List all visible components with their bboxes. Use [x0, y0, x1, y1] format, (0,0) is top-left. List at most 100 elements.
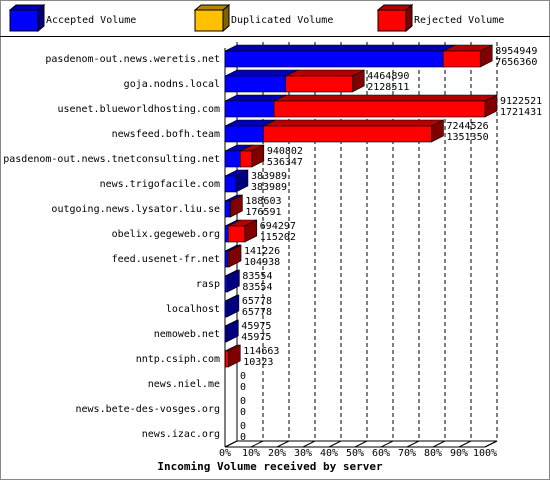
accepted-label: 83554: [242, 282, 272, 293]
tick-mark: [328, 440, 342, 448]
bar: [285, 75, 353, 93]
bar: [224, 125, 264, 143]
legend-swatch: [9, 9, 39, 32]
total-label: 7244526: [446, 121, 488, 132]
legend-swatch-side: [405, 3, 413, 33]
x-tick-label: 70%: [398, 448, 416, 459]
accepted-label: 65778: [242, 307, 272, 318]
bar: [224, 350, 229, 368]
bar: [224, 250, 229, 268]
bar: [224, 150, 241, 168]
total-label: 9122521: [500, 96, 542, 107]
total-label: 141226: [244, 246, 280, 257]
y-tick-label: localhost: [166, 304, 220, 315]
x-tick-label: 60%: [372, 448, 390, 459]
legend-swatch: [377, 9, 407, 32]
bar: [224, 175, 237, 193]
tick-mark: [380, 440, 394, 448]
y-tick-label: news.bete-des-vosges.org: [76, 404, 221, 415]
tick-mark: [484, 440, 498, 448]
legend-label: Rejected Volume: [414, 15, 504, 26]
accepted-label: 1351350: [446, 132, 488, 143]
accepted-label: 536347: [267, 157, 303, 168]
total-label: 4464890: [367, 71, 409, 82]
total-label: 45975: [241, 321, 271, 332]
y-tick-label: outgoing.news.lysator.liu.se: [51, 204, 220, 215]
y-tick-label: news.niel.me: [148, 379, 220, 390]
y-tick-label: feed.usenet-fr.net: [112, 254, 220, 265]
x-tick-label: 50%: [346, 448, 364, 459]
y-tick-label: obelix.gegeweb.org: [112, 229, 220, 240]
y-tick-label: newsfeed.bofh.team: [112, 129, 220, 140]
bar: [442, 50, 481, 68]
legend-label: Duplicated Volume: [231, 15, 333, 26]
accepted-label: 1721431: [500, 107, 542, 118]
bar-top: [263, 119, 444, 127]
bar: [224, 325, 227, 343]
x-axis-title: Incoming Volume received by server: [157, 460, 383, 473]
bar: [263, 125, 432, 143]
x-tick-label: 20%: [268, 448, 286, 459]
bar: [224, 300, 228, 318]
accepted-label: 0: [240, 432, 246, 443]
bar: [224, 275, 228, 293]
accepted-label: 176591: [245, 207, 281, 218]
total-label: 383989: [251, 171, 287, 182]
legend-swatch-side: [222, 3, 230, 33]
bar-top: [224, 69, 298, 77]
tick-mark: [432, 440, 446, 448]
x-tick-label: 0%: [219, 448, 231, 459]
total-label: 940802: [267, 146, 303, 157]
bar-top: [273, 94, 498, 102]
accepted-label: 383989: [251, 182, 287, 193]
bar: [239, 150, 253, 168]
bar: [227, 250, 230, 268]
tick-mark: [302, 440, 316, 448]
y-tick-label: news.trigofacile.com: [100, 179, 220, 190]
total-label: 114663: [243, 346, 279, 357]
legend-label: Accepted Volume: [46, 15, 136, 26]
tick-mark: [354, 440, 368, 448]
y-tick-label: pasdenom-out.news.weretis.net: [45, 54, 220, 65]
bar-top: [285, 69, 365, 77]
bar: [227, 225, 246, 243]
total-label: 65778: [242, 296, 272, 307]
y-tick-label: nntp.csiph.com: [136, 354, 220, 365]
accepted-label: 7656360: [495, 57, 537, 68]
y-tick-label: goja.nodns.local: [124, 79, 220, 90]
total-label: 694297: [260, 221, 296, 232]
tick-mark: [406, 440, 420, 448]
total-label: 83554: [242, 271, 272, 282]
accepted-label: 45975: [241, 332, 271, 343]
x-tick-label: 10%: [242, 448, 260, 459]
y-tick-label: nemoweb.net: [154, 329, 220, 340]
bar: [224, 75, 286, 93]
accepted-label: 115202: [260, 232, 296, 243]
bar: [224, 50, 444, 68]
accepted-label: 104938: [244, 257, 280, 268]
tick-mark: [224, 440, 238, 448]
accepted-label: 0: [240, 407, 246, 418]
total-label: 0: [240, 371, 246, 382]
bar-top: [224, 44, 456, 52]
x-tick-label: 100%: [473, 448, 497, 459]
y-tick-label: pasdenom-out.news.tnetconsulting.net: [3, 154, 220, 165]
tick-mark: [250, 440, 264, 448]
total-label: 0: [240, 396, 246, 407]
total-label: 8954949: [495, 46, 537, 57]
accepted-label: 2128511: [367, 82, 409, 93]
x-tick-label: 30%: [294, 448, 312, 459]
x-tick-label: 90%: [450, 448, 468, 459]
total-label: 0: [240, 421, 246, 432]
x-tick-label: 80%: [424, 448, 442, 459]
tick-mark: [276, 440, 290, 448]
tick-mark: [458, 440, 472, 448]
y-tick-label: rasp: [196, 279, 220, 290]
accepted-label: 0: [240, 382, 246, 393]
accepted-label: 10323: [243, 357, 273, 368]
legend-swatch-side: [37, 3, 45, 33]
legend-swatch: [194, 9, 224, 32]
y-tick-label: usenet.blueworldhosting.com: [57, 104, 220, 115]
